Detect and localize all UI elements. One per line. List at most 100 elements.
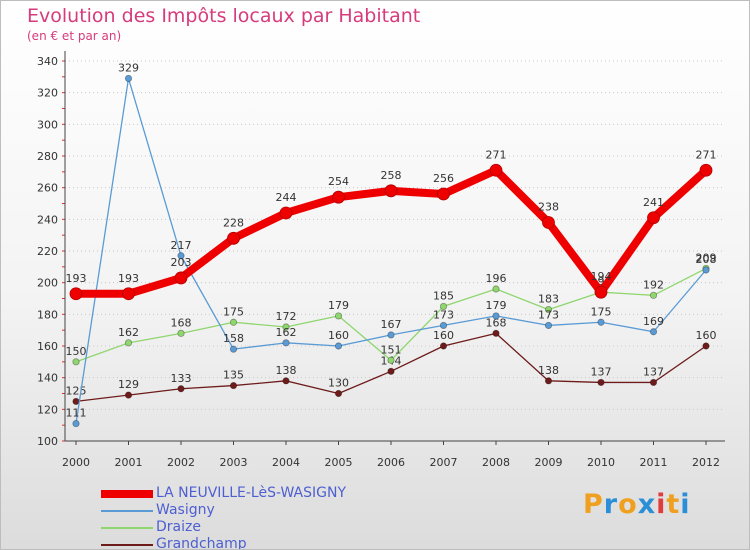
logo-letter: r <box>603 489 619 520</box>
data-label: 168 <box>171 316 192 329</box>
y-tick-label: 300 <box>37 118 58 131</box>
data-label: 208 <box>696 253 717 266</box>
data-point <box>544 305 553 314</box>
data-label: 173 <box>433 308 454 321</box>
y-tick-label: 320 <box>37 87 58 100</box>
data-point <box>702 342 710 350</box>
legend-swatch <box>101 489 153 498</box>
data-point <box>439 302 448 311</box>
data-point <box>384 184 398 198</box>
data-point <box>177 329 185 337</box>
data-point <box>227 231 240 245</box>
data-label: 151 <box>381 343 402 356</box>
data-point <box>544 377 553 385</box>
legend-swatch <box>101 509 153 512</box>
data-point <box>492 312 500 320</box>
data-point <box>597 378 605 387</box>
data-point <box>437 187 450 201</box>
y-tick-label: 280 <box>37 150 58 163</box>
data-point <box>72 397 80 406</box>
x-tick-label: 2009 <box>535 456 563 469</box>
chart-subtitle: (en € et par an) <box>27 29 122 43</box>
data-label: 228 <box>223 216 244 229</box>
data-point <box>124 339 133 347</box>
logo-letter: P <box>583 489 604 520</box>
data-label: 238 <box>538 201 559 214</box>
data-point <box>597 318 605 326</box>
x-tick-label: 2012 <box>692 456 720 469</box>
data-label: 133 <box>171 372 192 385</box>
data-label: 130 <box>328 377 349 390</box>
data-point <box>69 287 83 301</box>
data-point <box>542 216 555 229</box>
data-point <box>544 321 553 330</box>
logo-letter: i <box>680 489 691 520</box>
x-tick-label: 2002 <box>167 456 195 469</box>
data-label: 196 <box>486 272 507 285</box>
data-label: 193 <box>66 272 87 285</box>
data-label: 172 <box>276 310 297 323</box>
data-point <box>649 378 658 387</box>
logo-letter: x <box>637 489 657 520</box>
data-point <box>174 271 188 285</box>
data-label: 158 <box>223 332 244 345</box>
x-tick-label: 2001 <box>115 456 143 469</box>
data-point <box>594 285 608 299</box>
x-tick-label: 2003 <box>220 456 248 469</box>
data-point <box>332 190 345 204</box>
proxiti-logo: Proxiti <box>583 489 691 520</box>
data-point <box>699 163 713 177</box>
data-label: 129 <box>118 378 139 391</box>
data-label: 194 <box>591 270 612 283</box>
x-tick-label: 2000 <box>62 456 90 469</box>
data-point <box>124 391 133 399</box>
data-point <box>439 342 448 350</box>
data-point <box>489 163 503 177</box>
data-label: 160 <box>433 329 454 342</box>
data-label: 125 <box>66 384 87 397</box>
data-label: 138 <box>538 364 559 377</box>
legend-label: Draize <box>156 519 201 535</box>
data-label: 167 <box>381 318 402 331</box>
data-label: 192 <box>643 278 664 291</box>
data-label: 217 <box>171 239 192 252</box>
data-point <box>387 331 395 339</box>
data-point <box>282 339 290 347</box>
data-point <box>334 312 343 320</box>
data-label: 160 <box>696 329 717 342</box>
data-label: 179 <box>486 299 507 312</box>
data-point <box>647 211 660 225</box>
data-point <box>492 329 500 337</box>
data-label: 203 <box>171 256 192 269</box>
x-tick-label: 2004 <box>272 456 300 469</box>
x-tick-label: 2006 <box>377 456 405 469</box>
data-label: 244 <box>276 191 297 204</box>
data-label: 241 <box>643 196 664 209</box>
y-tick-label: 240 <box>37 213 58 226</box>
data-label: 256 <box>433 172 454 185</box>
y-tick-label: 120 <box>37 403 58 416</box>
y-tick-label: 180 <box>37 308 58 321</box>
legend-label: LA NEUVILLE-LèS-WASIGNY <box>156 485 346 501</box>
data-label: 209 <box>696 251 717 264</box>
y-tick-label: 340 <box>37 55 58 68</box>
data-label: 329 <box>118 61 139 74</box>
logo-letter: o <box>618 489 638 520</box>
logo-letter: i <box>656 489 667 520</box>
data-point <box>334 389 343 398</box>
data-point <box>282 377 290 385</box>
x-tick-label: 2008 <box>482 456 510 469</box>
legend-label: Grandchamp <box>156 536 247 550</box>
data-point <box>387 367 395 375</box>
y-tick-label: 200 <box>37 277 58 290</box>
x-tick-label: 2010 <box>587 456 615 469</box>
legend-label: Wasigny <box>156 502 215 518</box>
data-label: 271 <box>486 148 507 161</box>
data-point <box>282 323 290 331</box>
data-label: 162 <box>118 326 139 339</box>
y-tick-label: 260 <box>37 182 58 195</box>
legend-swatch <box>101 526 153 529</box>
data-label: 254 <box>328 175 349 188</box>
